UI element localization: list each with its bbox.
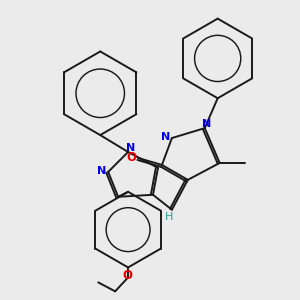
Text: N: N (97, 166, 106, 176)
Text: N: N (161, 132, 170, 142)
Text: N: N (127, 142, 136, 152)
Text: O: O (127, 151, 136, 164)
Text: N: N (202, 118, 211, 129)
Text: O: O (122, 268, 133, 281)
Text: H: H (165, 212, 173, 222)
